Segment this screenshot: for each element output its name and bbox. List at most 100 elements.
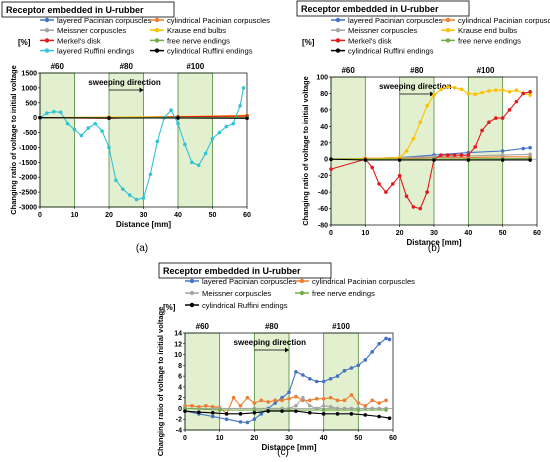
data-point (321, 403, 326, 408)
legend-item: Krause end bulbs (441, 26, 517, 35)
data-point (210, 414, 215, 419)
x-tick-label: 40 (320, 435, 328, 442)
data-point (210, 405, 215, 409)
y-tick-label: 40 (320, 124, 328, 131)
data-point (425, 103, 429, 108)
data-point (294, 394, 298, 399)
y-axis-label: Changing ratio of voltage to initial vol… (301, 76, 310, 226)
legend-item: Merkel's disk (40, 36, 101, 45)
data-point (121, 187, 125, 191)
data-point (308, 398, 312, 403)
data-point (107, 116, 111, 120)
data-point (266, 409, 271, 413)
chart-title: Receptor embedded in U-rubber (301, 4, 439, 14)
data-point (183, 142, 187, 147)
data-point (314, 396, 319, 401)
y-tick-label: 6 (178, 374, 182, 381)
data-point (335, 412, 340, 416)
data-point (58, 110, 63, 115)
data-point (107, 145, 111, 150)
data-point (528, 152, 532, 157)
data-point (280, 409, 284, 413)
zone-rect (39, 72, 75, 208)
legend-item: Meissner corpuscles (185, 289, 271, 298)
chart-title: Receptor embedded in U-rubber (163, 266, 301, 276)
y-tick-label: -1500 (19, 160, 37, 167)
data-point (500, 88, 505, 92)
y-tick-label: 1000 (21, 85, 37, 92)
data-point (224, 412, 229, 416)
legend-label: Meissner corpuscles (348, 26, 417, 35)
x-tick-label: 50 (499, 230, 507, 237)
x-tick-label: 30 (140, 212, 148, 219)
data-point (528, 93, 532, 97)
data-point (363, 358, 368, 362)
x-tick-label: 60 (389, 435, 397, 442)
data-point (459, 87, 464, 92)
data-point (445, 153, 450, 157)
data-point (204, 403, 208, 408)
data-point (384, 336, 388, 341)
legend-item: Krause end bulbs (150, 26, 226, 35)
zone-rect (330, 76, 366, 226)
y-axis-label: Changing ratio of voltage to initial vol… (156, 307, 165, 457)
panel-label: (c) (277, 447, 289, 458)
legend-swatch-marker (335, 28, 341, 33)
data-point (459, 153, 464, 157)
legend-item: layered Pacinian corpuscles (331, 16, 443, 25)
data-point (356, 363, 361, 368)
data-point (176, 121, 180, 126)
zone-label: #60 (51, 62, 65, 71)
data-point (480, 128, 484, 133)
data-point (411, 136, 416, 141)
data-point (252, 401, 257, 405)
data-point (487, 89, 491, 93)
data-point (377, 182, 381, 186)
legend-label: Meissner corpuscles (202, 289, 271, 298)
sweeping-direction-label: sweeping direction (234, 338, 307, 347)
sweeping-direction-arrowhead (430, 91, 434, 97)
data-point (238, 403, 243, 408)
data-point (521, 91, 526, 96)
data-point (397, 158, 402, 162)
data-point (190, 403, 194, 408)
data-point (197, 410, 201, 415)
data-point (349, 412, 354, 416)
legend-label: Krause end bulbs (458, 26, 517, 35)
data-point (231, 121, 235, 126)
legend-item: layered Ruffini endings (40, 47, 134, 56)
x-tick-label: 50 (354, 435, 362, 442)
x-axis-label: Distance [mm] (261, 443, 316, 452)
chart-title: Receptor embedded in U-rubber (6, 5, 144, 15)
data-point (301, 395, 305, 400)
data-point (377, 406, 381, 411)
data-point (349, 366, 354, 370)
series-line (39, 117, 248, 119)
x-tick-label: 20 (250, 435, 258, 442)
legend-swatch-marker (154, 17, 160, 23)
zone-label: #60 (341, 66, 355, 75)
series (38, 115, 249, 121)
chart-title-box (1, 1, 175, 18)
legend-label: layered Pacinian corpuscles (202, 277, 297, 286)
data-point (418, 206, 423, 211)
zone-label: #80 (410, 66, 424, 75)
data-point (387, 416, 392, 420)
legend-item: free nerve endings (441, 36, 521, 45)
y-tick-label: 8 (178, 363, 182, 370)
data-point (280, 398, 284, 403)
legend-label: Merkel's disk (57, 36, 101, 45)
x-tick-label: 40 (464, 230, 472, 237)
legend-item: Meissner corpuscles (40, 26, 126, 35)
data-point (391, 182, 395, 186)
y-tick-label: 0 (33, 115, 37, 122)
data-point (473, 145, 478, 149)
data-point (370, 165, 375, 170)
data-point (329, 157, 333, 162)
y-tick-label: 0 (324, 157, 328, 164)
x-tick-label: 10 (216, 435, 224, 442)
data-point (384, 190, 388, 194)
zone-rect (108, 72, 144, 208)
data-point (183, 409, 187, 413)
